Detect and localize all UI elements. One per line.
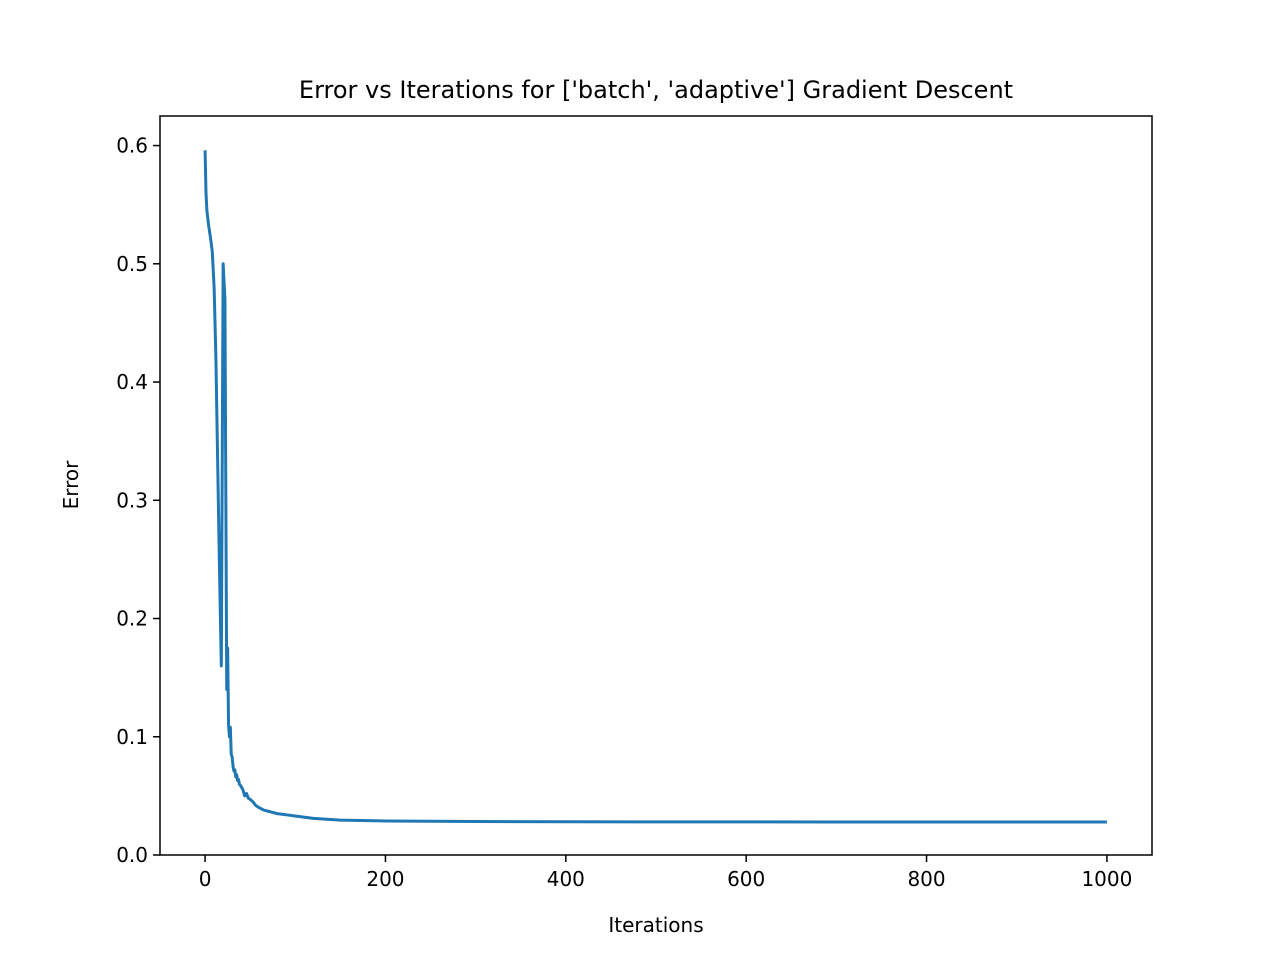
- series-line: [203, 150, 1107, 824]
- x-tick-label: 1000: [1081, 867, 1132, 891]
- y-tick-label: 0.6: [116, 134, 148, 158]
- x-tick-label: 200: [366, 867, 404, 891]
- x-axis-ticks: 0 200 400 600 800 1000: [199, 855, 1132, 891]
- x-tick-label: 0: [199, 867, 212, 891]
- chart-title: Error vs Iterations for ['batch', 'adapt…: [299, 76, 1013, 104]
- y-tick-label: 0.5: [116, 252, 148, 276]
- y-tick-label: 0.4: [116, 370, 148, 394]
- y-tick-label: 0.0: [116, 843, 148, 867]
- y-axis-label: Error: [59, 460, 83, 510]
- y-tick-label: 0.3: [116, 488, 148, 512]
- x-tick-label: 400: [547, 867, 585, 891]
- y-axis-ticks: 0.0 0.1 0.2 0.3 0.4 0.5 0.6: [116, 134, 160, 867]
- y-tick-label: 0.2: [116, 607, 148, 631]
- plot-area: [159, 115, 1153, 856]
- axes-frame: [159, 115, 1153, 856]
- x-tick-label: 600: [727, 867, 765, 891]
- x-axis-label: Iterations: [608, 913, 703, 937]
- x-tick-label: 800: [907, 867, 945, 891]
- y-tick-label: 0.1: [116, 725, 148, 749]
